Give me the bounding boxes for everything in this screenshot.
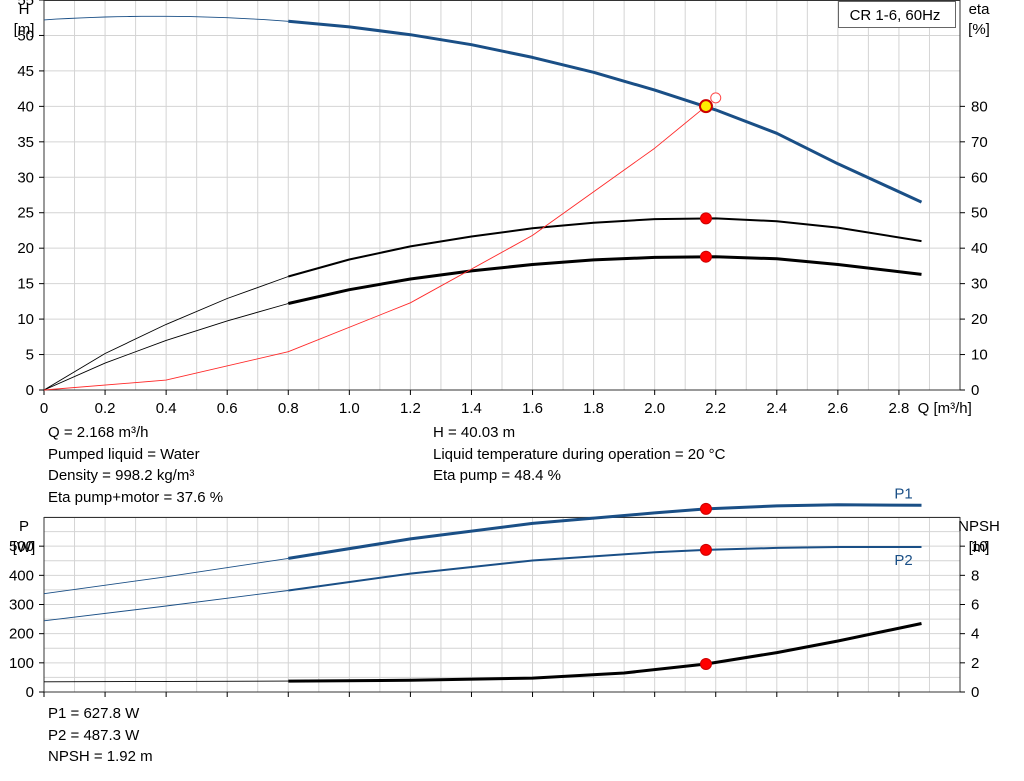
p-chart-duty-point [699,658,712,670]
h-chart-ytick-label: 35 [17,134,34,151]
h-chart-xtick-label: 0.4 [156,400,177,417]
h-chart-series-eta_pump_motor [287,255,922,305]
h-chart-xtick-label: 1.0 [339,400,360,417]
p-chart-series-P2-extension [43,590,289,622]
h-chart-xtick-label: 2.2 [705,400,726,417]
h-chart-yaxis-unit: [m] [14,21,35,38]
h-chart-xtick-label: 2.0 [644,400,665,417]
h-chart-series-eta_pump [288,217,922,278]
h-chart-ytick-label: 10 [17,311,34,328]
p-chart-y2tick-label: 6 [971,597,979,614]
h-chart-xtick-label: 0 [40,400,48,417]
p-chart-ytick-label: 500 [9,538,34,555]
h-chart-y2tick-label: 80 [971,98,988,115]
h-chart-title-box [838,1,956,28]
info-eta-pump-motor: Eta pump+motor = 37.6 % [48,488,224,506]
p-chart-ytick-label: 300 [9,597,34,614]
h-chart-y2tick-label: 50 [971,205,988,222]
h-chart-title: CR 1-6, 60Hz [850,7,941,24]
info-top-right: H = 40.03 m Liquid temperature during op… [433,422,725,487]
h-chart-y2tick-label: 60 [971,169,988,186]
info-bottom: P1 = 627.8 W P2 = 487.3 W NPSH = 1.92 m [48,703,153,768]
h-chart-series-eta_pump-extension [43,276,289,391]
p-chart-ytick-label: 400 [9,567,34,584]
p-chart-duty-point [699,502,712,515]
p-chart-y2tick-label: 8 [971,567,979,584]
h-chart-ytick-label: 30 [17,169,34,186]
h-chart-y2tick-label: 0 [971,382,979,399]
p-chart-y2tick-label: 4 [971,626,979,643]
p-chart-series-P1 [288,503,922,560]
h-chart-xtick-label: 1.8 [583,400,604,417]
h-chart-duty-point [699,250,712,263]
info-top-left: Q = 2.168 m³/h Pumped liquid = Water Den… [48,422,223,508]
h-chart-y2tick-label: 10 [971,347,988,364]
h-chart-xaxis-label: Q [m³/h] [918,400,972,417]
h-chart-series-H-extension [43,15,289,22]
h-chart-xtick-label: 1.2 [400,400,421,417]
info-liquid-temperature: Liquid temperature during operation = 20… [433,445,726,463]
info-head: H = 40.03 m [433,424,516,441]
h-chart-yaxis-label: H [19,1,30,18]
p-chart-series-P1-extension [43,557,289,595]
p-chart-y2tick-label: 2 [971,655,979,672]
h-chart-series-system_curve [43,105,707,391]
p-chart-duty-point [699,543,712,556]
p-chart-ytick-label: 200 [9,626,34,643]
h-chart-xtick-label: 2.6 [827,400,848,417]
h-chart-xtick-label: 0.8 [278,400,299,417]
h-chart-reference-point [710,92,722,104]
h-chart-ytick-label: 40 [17,98,34,115]
h-chart-ytick-label: 5 [26,347,34,364]
h-chart-xtick-label: 0.6 [217,400,238,417]
h-chart-ytick-label: 45 [17,63,34,80]
p-chart-y2tick-label: 10 [971,538,988,555]
p-chart-series-P2 [288,546,922,592]
info-flow: Q = 2.168 m³/h [48,424,149,441]
p-chart-series-label-P2: P2 [894,552,912,569]
info-density: Density = 998.2 kg/m³ [48,467,195,484]
p-chart-series-NPSH [288,622,922,683]
h-chart-y2tick-label: 70 [971,134,988,151]
h-chart-duty-point [698,99,713,114]
p-chart-y2axis-unit: [m] [969,539,990,556]
h-chart-xtick-label: 0.2 [95,400,116,417]
h-chart-ytick-label: 0 [26,382,34,399]
h-chart-xtick-label: 2.8 [889,400,910,417]
p-chart-series-NPSH-extension [43,680,289,683]
h-chart-y2axis-label: eta [969,1,991,18]
info-eta-pump: Eta pump = 48.4 % [433,467,561,484]
info-npsh: NPSH = 1.92 m [48,748,153,765]
p-chart-y2axis-label: NPSH [958,518,1000,535]
p-chart-y2tick-label: 0 [971,684,979,701]
info-p2: P2 = 487.3 W [48,726,140,744]
h-chart-duty-point [699,212,712,225]
p-chart-yaxis-unit: [W] [13,539,36,556]
p-chart-ytick-label: 100 [9,655,34,672]
h-chart-frame [43,0,961,391]
h-chart-xtick-label: 1.6 [522,400,543,417]
h-chart-ytick-label: 20 [17,240,34,257]
h-chart-ytick-label: 55 [17,0,34,9]
p-chart-series-label-P1: P1 [894,485,912,502]
info-p1: P1 = 627.8 W [48,705,140,722]
h-chart-xtick-label: 1.4 [461,400,482,417]
info-pumped-liquid: Pumped liquid = Water [48,445,200,463]
h-chart-series-eta_pump_motor-extension [43,303,289,391]
h-chart-y2tick-label: 20 [971,311,988,328]
h-chart-ytick-label: 15 [17,276,34,293]
h-chart-xtick-label: 2.4 [766,400,787,417]
h-chart-series-H [288,19,923,204]
h-chart-ytick-label: 50 [17,27,34,44]
h-chart-y2tick-label: 30 [971,276,988,293]
p-chart-yaxis-label: P [19,518,29,535]
p-chart-ytick-label: 0 [26,684,34,701]
h-chart-y2tick-label: 40 [971,240,988,257]
h-chart-ytick-label: 25 [17,205,34,222]
h-chart-y2axis-unit: [%] [968,21,990,38]
